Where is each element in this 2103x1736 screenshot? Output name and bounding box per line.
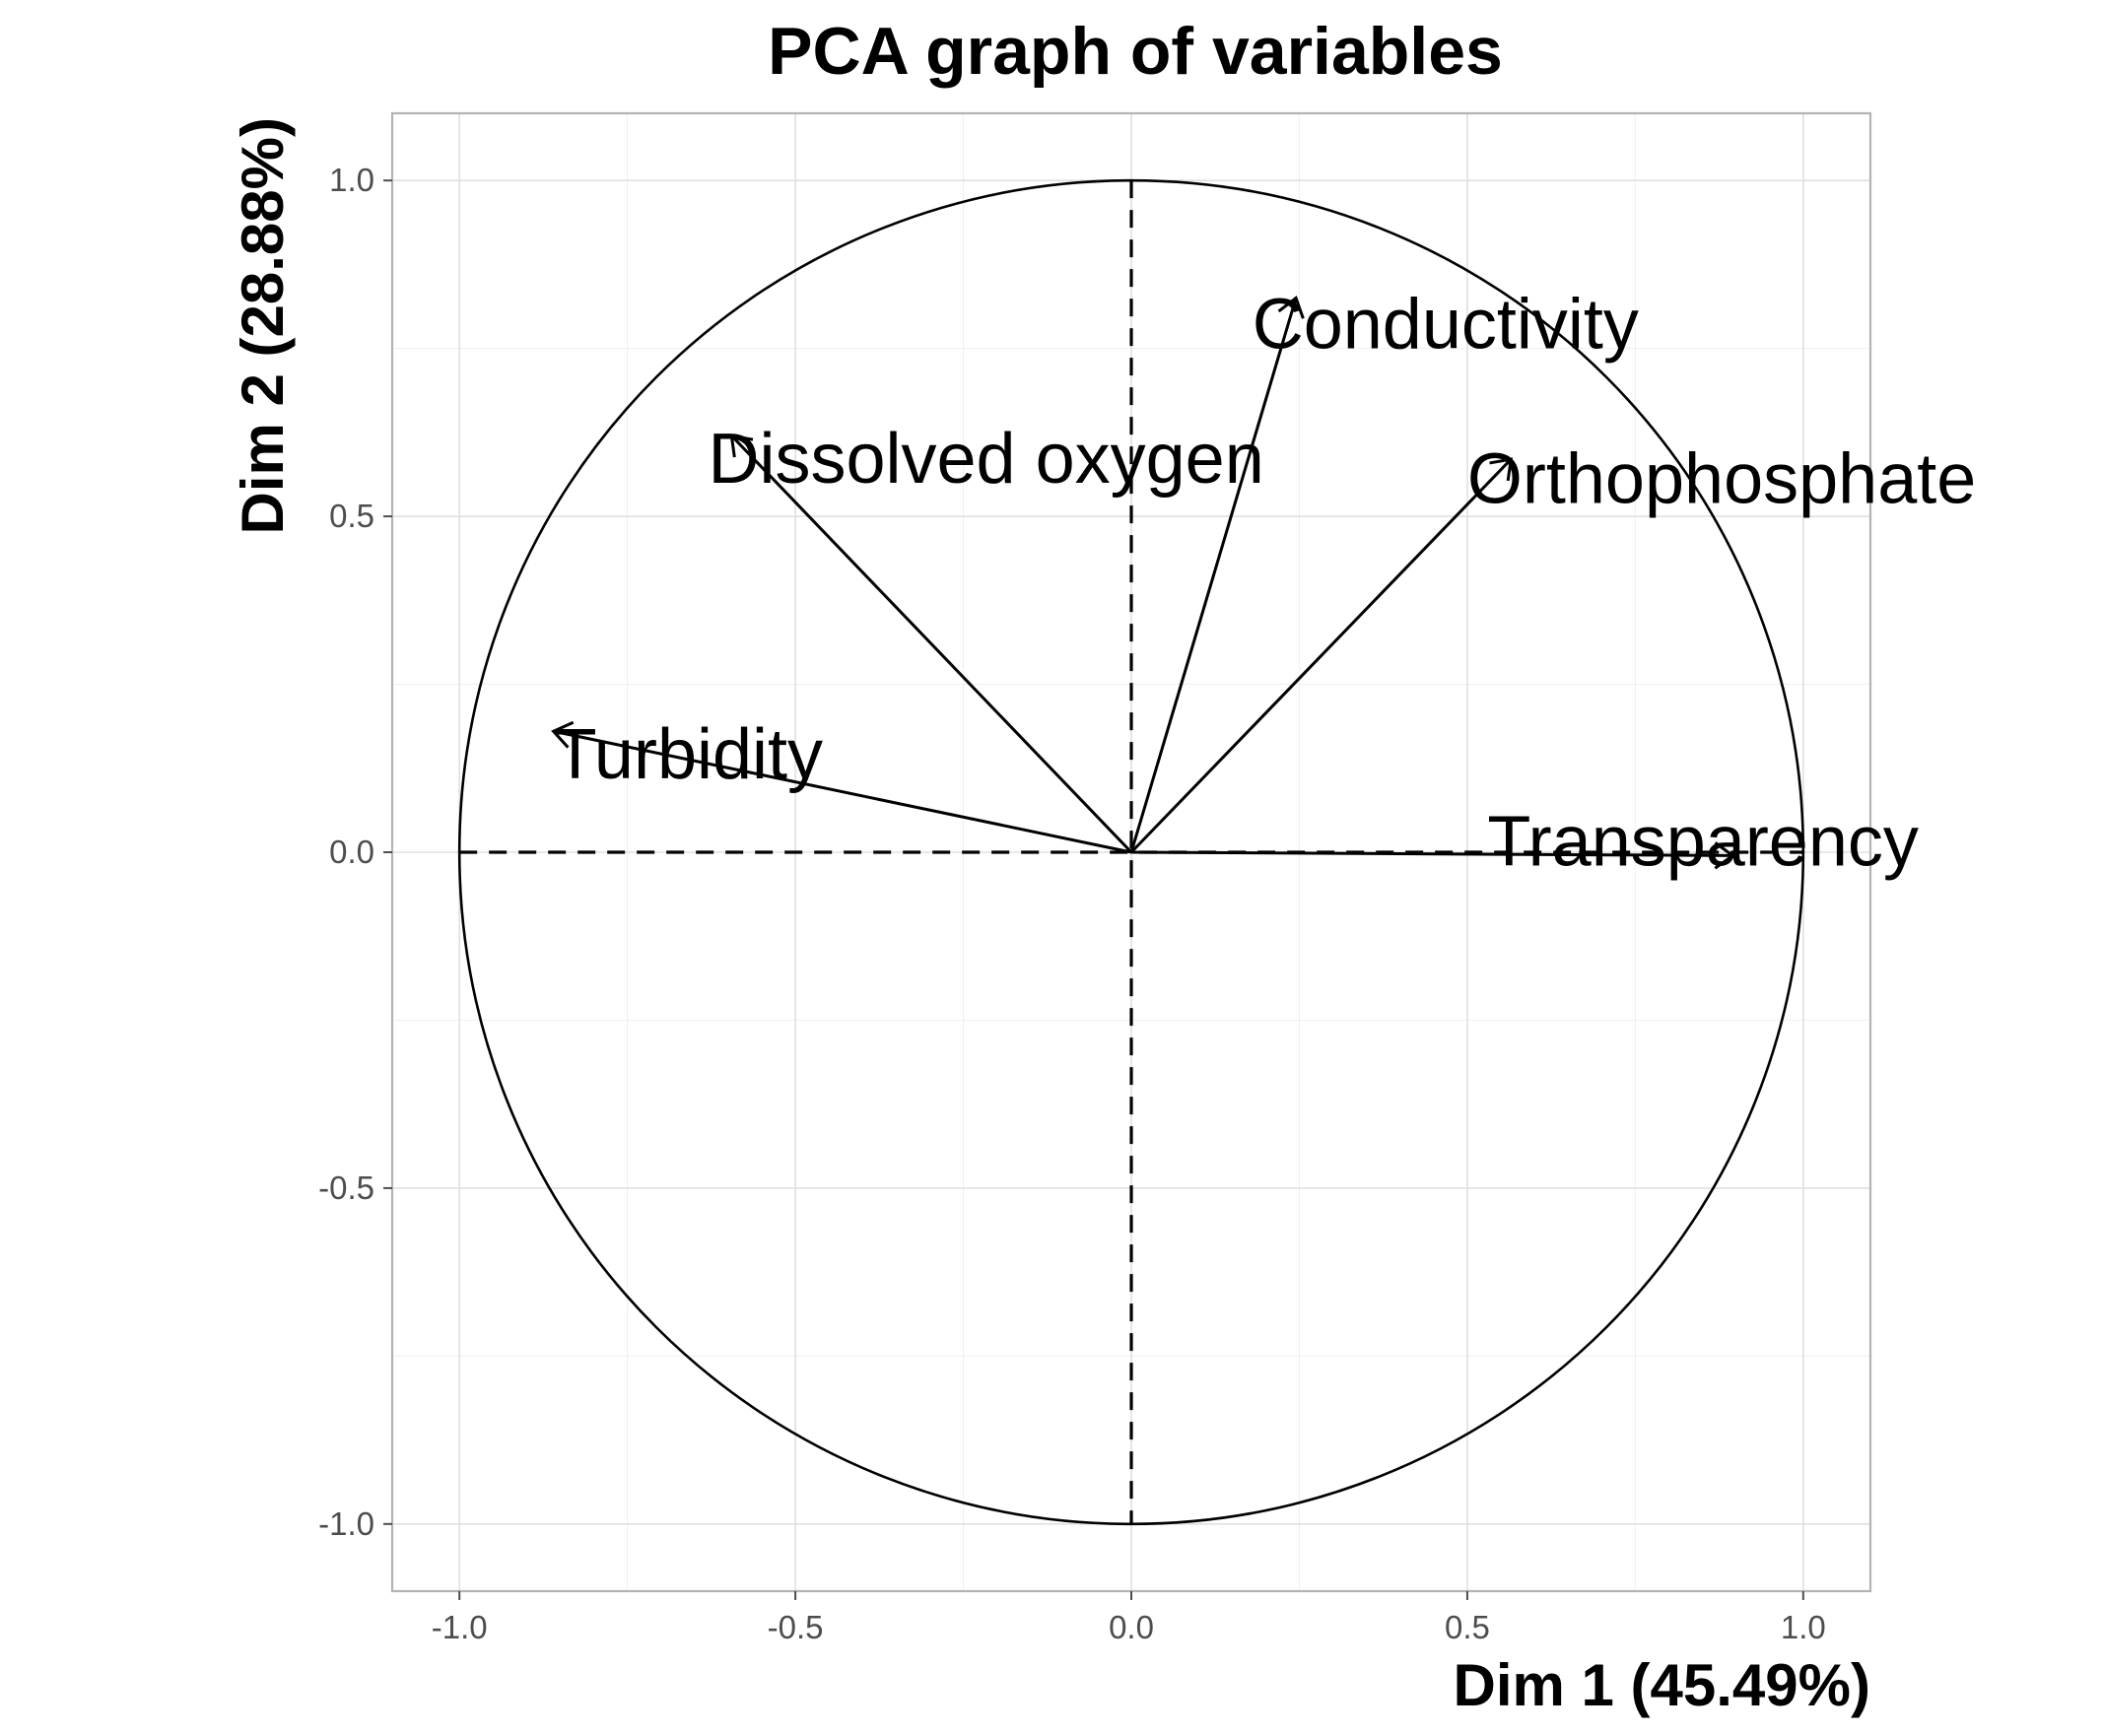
y-tick-label: 1.0: [329, 162, 374, 198]
y-axis-title: Dim 2 (28.88%): [230, 117, 296, 535]
arrowhead-transparency: [1714, 841, 1735, 870]
y-tick-label: 0.5: [329, 498, 374, 534]
arrow-dissolved-oxygen: [730, 434, 1133, 854]
label-conductivity: Conductivity: [1253, 286, 1639, 365]
label-orthophosphate: Orthophosphate: [1467, 439, 1976, 518]
x-tick-label: -1.0: [432, 1609, 488, 1645]
variable-labels: Conductivity Dissolved oxygen Orthophospha…: [554, 286, 1977, 882]
y-tick-label: 0.0: [329, 834, 374, 870]
variable-arrows: [551, 296, 1735, 870]
axis-ticks: -1.0 -0.5 0.0 0.5 1.0 -1.0 -0.5 0.0 0.5 1.0: [318, 162, 1826, 1645]
x-tick-label: 1.0: [1781, 1609, 1826, 1645]
label-dissolved-oxygen: Dissolved oxygen: [708, 420, 1263, 499]
y-tick-label: -1.0: [318, 1505, 374, 1542]
arrow-transparency: [1130, 850, 1733, 857]
arrowhead-conductivity: [1277, 296, 1305, 319]
arrowhead-dissolved-oxygen: [729, 434, 754, 458]
x-tick-label: -0.5: [768, 1609, 824, 1645]
label-transparency: Transparency: [1487, 803, 1919, 882]
arrowhead-orthophosphate: [1489, 457, 1514, 482]
x-tick-label: 0.0: [1109, 1609, 1154, 1645]
x-axis-title: Dim 1 (45.49%): [1453, 1652, 1870, 1718]
chart-title: PCA graph of variables: [768, 14, 1503, 89]
arrow-orthophosphate: [1129, 458, 1513, 854]
y-tick-label: -0.5: [318, 1169, 374, 1206]
arrow-conductivity: [1129, 298, 1298, 853]
correlation-circle: [457, 178, 1805, 1526]
label-turbidity: Turbidity: [554, 715, 823, 794]
x-tick-label: 0.5: [1445, 1609, 1490, 1645]
arrow-turbidity: [553, 729, 1132, 854]
arrowhead-turbidity: [551, 720, 575, 749]
reference-lines: [457, 178, 1805, 1526]
